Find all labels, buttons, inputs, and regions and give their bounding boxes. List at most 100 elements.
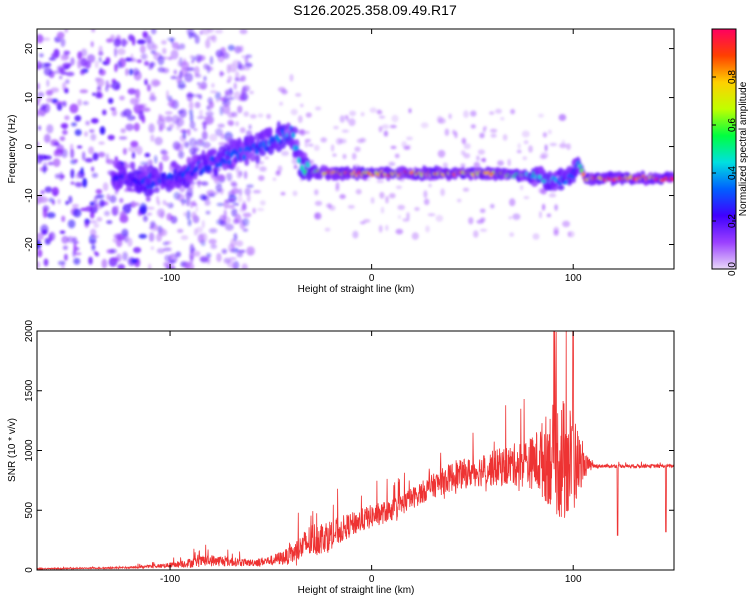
colorbar-tick-label: 0.0: [727, 262, 738, 276]
noise-blob: [206, 105, 210, 111]
noise-blob: [167, 102, 175, 106]
haze-blob: [160, 150, 169, 156]
noise-blob: [216, 252, 222, 263]
ridge-halo: [259, 150, 266, 157]
haze-blob: [249, 114, 257, 119]
y-tick-label: 500: [24, 501, 35, 518]
haze-blob: [266, 113, 271, 120]
haze-blob: [562, 220, 571, 228]
noise-blob: [62, 123, 68, 130]
noise-blob: [37, 260, 41, 269]
noise-blob: [202, 129, 207, 140]
haze-blob: [395, 185, 403, 189]
colorbar-gradient: [711, 28, 737, 270]
noise-blob: [40, 224, 49, 235]
noise-blob: [228, 63, 238, 73]
haze-blob: [243, 111, 250, 117]
noise-blob: [140, 53, 148, 60]
haze-blob: [559, 143, 567, 149]
ridge-halo: [112, 159, 121, 169]
noise-blob: [120, 128, 126, 134]
noise-blob: [233, 91, 241, 100]
noise-blob: [79, 69, 85, 76]
noise-blob: [43, 67, 53, 76]
haze-blob: [332, 153, 337, 157]
noise-blob: [62, 82, 67, 92]
noise-blob: [233, 82, 237, 90]
noise-blob: [142, 31, 148, 37]
haze-blob: [249, 90, 255, 95]
noise-blob: [43, 258, 49, 267]
noise-blob: [122, 251, 128, 261]
haze-blob: [408, 108, 412, 114]
noise-blob: [89, 201, 95, 207]
noise-blob: [207, 35, 216, 41]
haze-blob: [370, 197, 375, 204]
noise-blob: [149, 95, 157, 102]
noise-blob: [167, 202, 174, 209]
haze-blob: [314, 189, 319, 196]
haze-blob: [226, 100, 230, 108]
haze-blob: [438, 117, 446, 124]
noise-blob: [144, 60, 149, 66]
noise-blob: [70, 168, 75, 179]
ridge-halo: [267, 127, 273, 136]
noise-blob: [117, 264, 126, 269]
noise-blob: [127, 88, 137, 95]
noise-blob: [215, 128, 223, 137]
haze-blob: [228, 121, 234, 127]
noise-blob: [132, 116, 136, 120]
y-tick-label: 0: [24, 567, 35, 573]
y-tick-label: 1500: [24, 379, 35, 402]
noise-blob: [95, 194, 105, 199]
haze-blob: [376, 110, 383, 115]
haze-blob: [411, 232, 419, 240]
haze-blob: [279, 101, 283, 106]
haze-blob: [355, 188, 362, 195]
noise-blob: [119, 198, 124, 203]
haze-blob: [423, 190, 428, 199]
noise-blob: [161, 40, 167, 45]
noise-blob: [98, 141, 105, 145]
haze-blob: [156, 195, 160, 204]
noise-blob: [97, 86, 101, 90]
noise-blob: [215, 49, 224, 58]
noise-blob: [145, 206, 155, 210]
noise-blob: [37, 194, 44, 204]
noise-blob: [150, 221, 156, 228]
haze-blob: [479, 208, 486, 214]
noise-blob: [178, 108, 187, 118]
haze-blob: [352, 230, 359, 239]
haze-blob: [440, 188, 445, 197]
noise-blob: [122, 203, 132, 214]
haze-blob: [314, 200, 323, 206]
spectrogram-blobs: [37, 29, 674, 269]
noise-blob: [182, 129, 187, 140]
haze-blob: [395, 228, 404, 235]
noise-blob: [77, 51, 83, 60]
haze-blob: [191, 200, 197, 205]
noise-blob: [157, 55, 165, 66]
haze-blob: [401, 141, 408, 148]
haze-blob: [159, 211, 165, 219]
noise-blob: [61, 215, 66, 222]
ridge-halo: [142, 164, 149, 176]
noise-blob: [135, 145, 143, 155]
noise-blob: [123, 108, 132, 117]
noise-blob: [144, 152, 151, 158]
haze-blob: [463, 153, 471, 159]
noise-blob: [44, 186, 53, 193]
noise-blob: [167, 56, 173, 61]
ridge-halo: [244, 158, 250, 166]
noise-blob: [130, 202, 140, 207]
noise-blob: [139, 44, 146, 54]
noise-blob: [148, 123, 155, 134]
haze-blob: [522, 156, 528, 161]
noise-blob: [87, 54, 96, 63]
noise-blob: [102, 109, 107, 116]
haze-blob: [335, 186, 340, 192]
haze-blob: [546, 213, 552, 218]
noise-blob: [128, 68, 133, 76]
y-tick-label: -20: [24, 237, 35, 252]
noise-blob: [91, 172, 98, 178]
